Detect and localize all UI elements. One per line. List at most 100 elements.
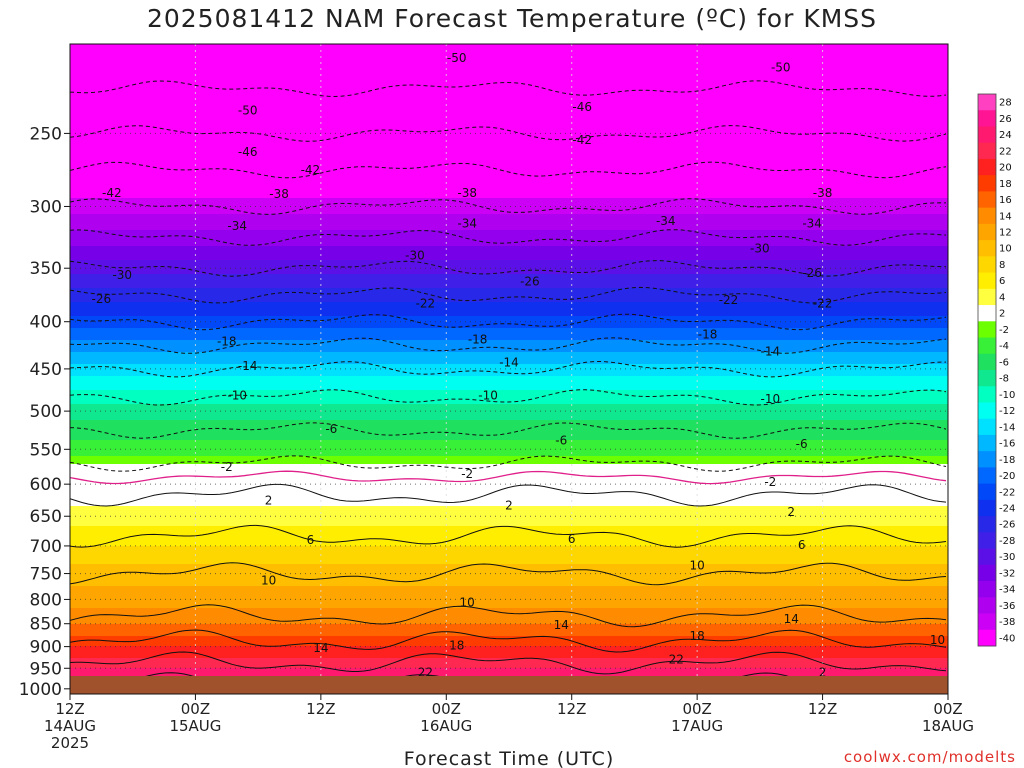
field-strip [70,162,948,165]
contour-label: -50 [238,103,258,117]
contour-label: -2 [461,467,473,481]
contour-label: -10 [227,389,247,403]
field-strip [70,370,948,373]
contour-label: 10 [690,558,705,572]
field-strip [70,556,948,559]
field-strip [70,74,948,77]
field-strip [70,348,948,351]
field-strip [70,352,948,355]
contour-label: 22 [418,665,433,679]
field-strip [70,666,948,669]
field-strip [70,236,948,239]
field-strip [70,378,948,381]
field-strip [70,186,948,189]
colorbar-label: -14 [999,422,1015,433]
field-strip [70,198,948,201]
colorbar-label: -24 [999,504,1015,515]
field-strip [70,288,948,291]
colorbar-swatch [978,272,996,290]
field-strip [70,328,948,331]
field-strip [70,216,948,219]
field-strip [70,234,948,237]
colorbar-swatch [978,451,996,468]
y-tick-label: 550 [30,440,62,460]
field-strip [70,428,948,431]
field-strip [70,492,948,495]
contour-label: -26 [520,275,540,289]
field-strip [70,86,948,89]
field-strip [70,554,948,557]
colorbar-label: 8 [999,260,1005,271]
contour-label: -42 [102,186,122,200]
field-strip [70,166,948,169]
isotherm--14 [70,360,946,378]
field-strip [70,218,948,221]
field-strip [70,298,948,301]
y-tick-label: 800 [30,590,62,610]
field-strip [70,584,948,587]
field-strip [70,500,948,503]
field-strip [70,280,948,283]
field-strip [70,292,948,295]
contour-label: -46 [238,145,258,159]
isotherm-10 [70,562,947,586]
field-strip [70,344,948,347]
field-strip [70,614,948,617]
y-tick-label: 850 [30,615,62,635]
field-strip [70,466,948,469]
contour-label: 6 [568,532,576,546]
field-strip [70,386,948,389]
contour-label: 18 [690,629,705,643]
contour-label: -38 [813,186,833,200]
field-strip [70,656,948,659]
field-strip [70,54,948,57]
isotherm--6 [70,422,947,439]
field-strip [70,332,948,335]
contour-label: -34 [802,216,822,230]
colorbar-label: -8 [999,374,1009,385]
field-strip [70,94,948,97]
field-strip [70,438,948,441]
contour-label: -30 [405,248,425,262]
field-strip [70,90,948,93]
field-strip [70,230,948,233]
isotherm-contours [70,80,947,694]
field-strip [70,564,948,567]
contour-label: -26 [802,266,822,280]
field-strip [70,412,948,415]
field-strip [70,104,948,107]
x-tick-date: 18AUG [922,717,974,735]
credit-link[interactable]: coolwx.com/modelts [843,748,1016,766]
field-strip [70,310,948,313]
field-strip [70,260,948,263]
contour-label: -38 [269,187,289,201]
field-strip [70,136,948,139]
field-strip [70,322,948,325]
field-strip [70,456,948,459]
field-strip [70,48,948,51]
colorbar-swatch [978,158,996,176]
field-strip [70,190,948,193]
contour-label: -50 [447,51,467,65]
field-strip [70,460,948,463]
contour-label: -30 [750,241,770,255]
field-strip [70,622,948,625]
field-strip [70,64,948,67]
field-strip [70,144,948,147]
contour-label: 14 [784,612,799,626]
contour-label: -22 [416,296,436,310]
field-strip [70,464,948,467]
isotherm-22 [70,651,947,675]
field-strip [70,572,948,575]
field-strip [70,98,948,101]
field-strip [70,192,948,195]
y-tick-label: 250 [30,124,62,144]
field-strip [70,526,948,529]
field-strip [70,56,948,59]
contour-label: -50 [771,60,791,74]
field-strip [70,182,948,185]
x-axis-title: Forecast Time (UTC) [404,748,614,768]
field-strip [70,158,948,161]
field-strip [70,238,948,241]
field-strip [70,274,948,277]
